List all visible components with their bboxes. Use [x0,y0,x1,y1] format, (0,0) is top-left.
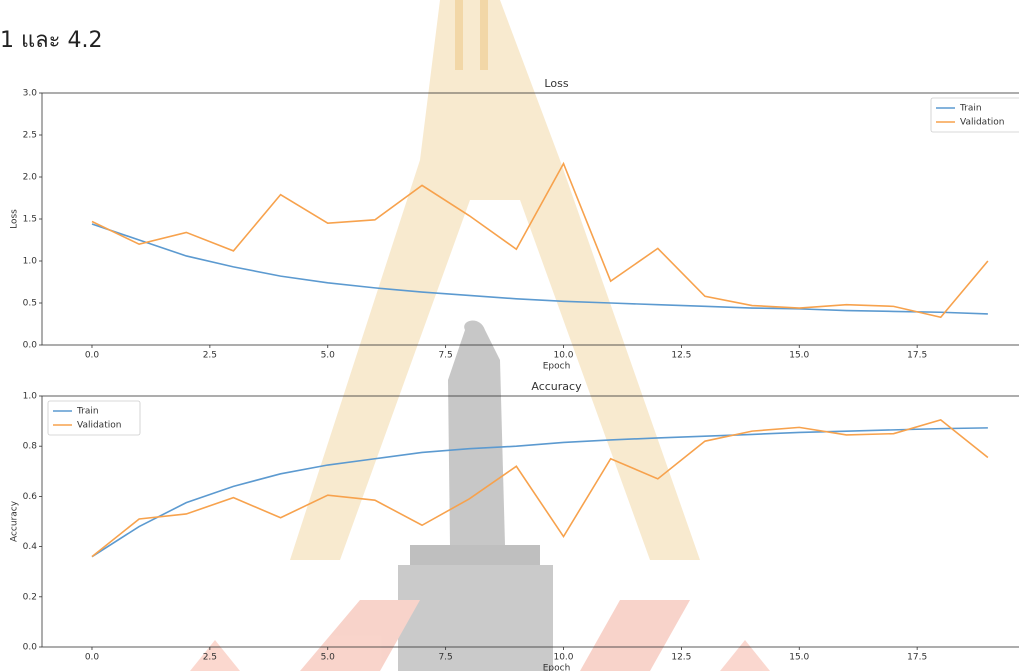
x-tick-label: 15.0 [789,351,809,361]
watermark-base [410,545,540,565]
y-tick-label: 0.0 [23,643,38,653]
y-tick-label: 1.5 [23,215,37,225]
y-tick-label: 2.0 [23,173,38,183]
x-tick-label: 5.0 [321,351,336,361]
x-axis-label: Epoch [543,664,571,671]
y-tick-label: 0.0 [23,341,38,351]
series-line [91,161,989,319]
series-line [91,418,989,558]
heading: 1 และ 4.2 [0,28,103,53]
series-line [91,427,988,558]
y-tick-label: 0.4 [23,542,38,552]
axes-frame [41,395,1019,648]
x-tick-label: 12.5 [671,653,691,663]
x-tick-label: 17.5 [907,351,927,361]
y-axis-label: Accuracy [10,500,20,542]
legend-label: Validation [960,118,1004,128]
legend-box [47,400,141,436]
watermark-bar [455,0,463,70]
watermark-base [398,565,553,671]
watermark-bar [480,0,488,70]
y-axis-label: Loss [10,209,20,229]
y-tick-label: 1.0 [23,257,38,267]
x-tick-label: 10.0 [553,653,573,663]
watermark-pillar [290,0,700,560]
legend-label: Validation [77,421,121,431]
watermark-roof [720,640,770,671]
y-tick-label: 0.5 [23,299,37,309]
series-line [91,223,988,315]
legend-label: Train [76,407,99,417]
watermark [190,0,770,671]
legend-label: Train [959,104,982,114]
x-tick-label: 2.5 [203,653,217,663]
legend-box [930,97,1019,133]
x-tick-label: 0.0 [85,653,100,663]
x-tick-label: 0.0 [85,351,100,361]
x-tick-label: 2.5 [203,351,217,361]
watermark-statue [448,320,505,545]
x-tick-label: 12.5 [671,351,691,361]
y-tick-label: 1.0 [23,392,38,402]
chart-title: Loss [544,77,568,90]
x-tick-label: 10.0 [553,351,573,361]
watermark-roof [190,640,240,671]
x-tick-label: 17.5 [907,653,927,663]
x-tick-label: 7.5 [438,653,452,663]
y-tick-label: 0.6 [23,492,38,502]
watermark-roof [580,600,690,671]
y-tick-label: 2.5 [23,131,37,141]
x-tick-label: 15.0 [789,653,809,663]
chart-title: Accuracy [531,380,582,393]
watermark-roof [300,600,420,671]
x-axis-label: Epoch [543,362,571,372]
y-tick-label: 3.0 [23,89,38,99]
y-tick-label: 0.8 [23,442,38,452]
x-tick-label: 5.0 [321,653,336,663]
y-tick-label: 0.2 [23,592,37,602]
x-tick-label: 7.5 [438,351,452,361]
